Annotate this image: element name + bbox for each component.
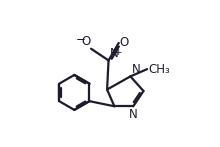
Text: N: N (132, 63, 141, 76)
Text: N: N (110, 47, 118, 60)
Text: −: − (75, 32, 85, 46)
Text: N: N (129, 108, 138, 121)
Text: O: O (119, 36, 129, 49)
Text: CH₃: CH₃ (148, 63, 170, 76)
Text: O: O (81, 35, 90, 48)
Text: +: + (114, 48, 121, 57)
